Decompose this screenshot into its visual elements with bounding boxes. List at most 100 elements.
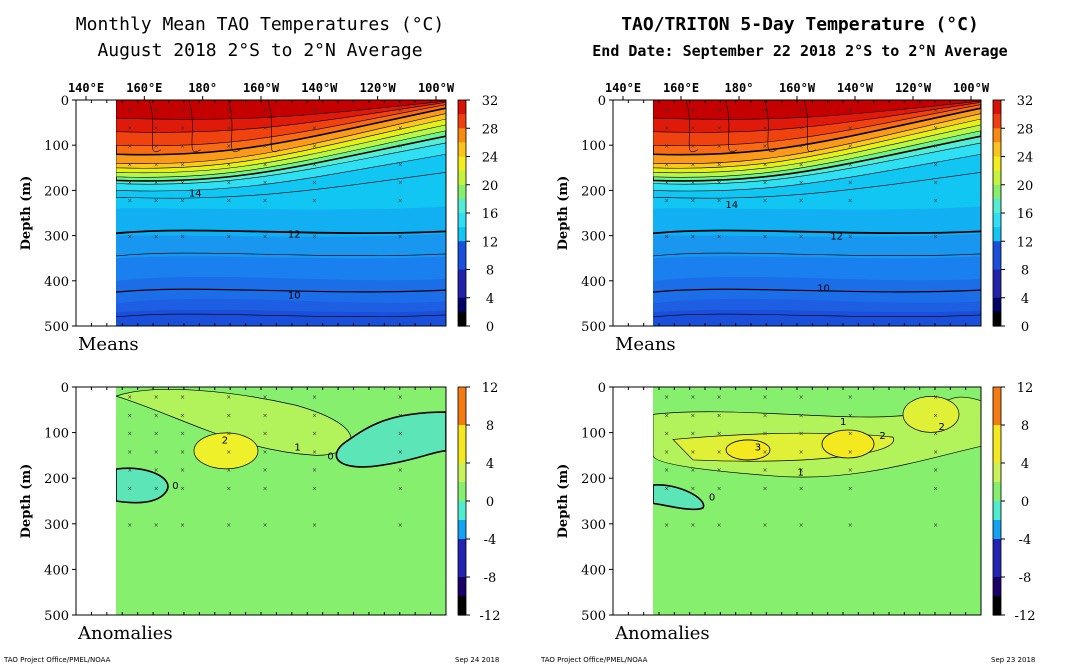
left-means-colorbar-cell (458, 142, 466, 148)
right-means-colorbar-cell (993, 156, 1001, 162)
svg-text:×: × (717, 449, 722, 456)
svg-text:×: × (763, 234, 768, 241)
svg-text:×: × (690, 143, 695, 150)
right-means-colorbar-cell (993, 118, 1001, 125)
left-means-ytick-label: 400 (44, 275, 69, 290)
left-anom-colorbar-cell (458, 600, 466, 607)
right-means-contour (803, 100, 817, 152)
left-means-colorbar-label: 12 (482, 235, 499, 250)
left-anom-colorbar-cell (458, 406, 466, 412)
right-means-colorbar-cell (993, 269, 1001, 275)
left-anom-colorbar-cell (458, 482, 466, 488)
right-anom-colorbar-cell (993, 591, 1001, 597)
left-anom-colorbar-cell (458, 467, 466, 474)
svg-text:×: × (690, 179, 695, 186)
right-anom-colorbar-cell (993, 501, 1001, 507)
svg-text:×: × (848, 125, 853, 132)
left-anom-colorbar-cell (458, 501, 466, 507)
svg-text:×: × (180, 143, 185, 150)
left-means-colorbar-label: 0 (486, 320, 494, 335)
left-means-colorbar-cell (458, 222, 466, 228)
svg-text:×: × (398, 179, 403, 186)
svg-text:×: × (763, 522, 768, 529)
right-anom-colorbar-cell (993, 600, 1001, 607)
left-means-colorbar-cell (458, 118, 466, 125)
svg-text:×: × (690, 412, 695, 419)
right-anom-anomaly-region (821, 429, 875, 459)
right-anom-anomaly-region (653, 484, 705, 511)
left-anom-colorbar-label: 4 (486, 457, 494, 472)
svg-text:×: × (690, 125, 695, 132)
left-means-layer (116, 309, 446, 326)
left-means-colorbar-label: 8 (486, 264, 494, 279)
right-means-colorbar-cell (993, 227, 1001, 233)
svg-text:×: × (763, 431, 768, 438)
right-anom-colorbar-cell (993, 425, 1001, 431)
right-means-xtick-label: 160°E (663, 81, 699, 95)
right-anom-colorbar-label: -12 (1015, 609, 1036, 624)
left-anom-contour-label: 2 (222, 435, 228, 446)
svg-text:×: × (799, 467, 804, 474)
right-anom-ytick-label: 300 (581, 518, 606, 533)
svg-text:×: × (664, 179, 669, 186)
right-means-colorbar-label: 12 (1017, 235, 1034, 250)
svg-text:×: × (154, 412, 159, 419)
svg-text:×: × (398, 467, 403, 474)
left-means-colorbar-cell (458, 264, 466, 271)
svg-text:×: × (154, 125, 159, 132)
svg-text:×: × (933, 161, 938, 168)
right-anom-ytick-label: 0 (598, 381, 606, 396)
svg-text:×: × (312, 179, 317, 186)
right-means-colorbar-label: 4 (1021, 292, 1029, 307)
svg-text:×: × (154, 107, 159, 114)
svg-text:×: × (226, 431, 231, 438)
svg-text:×: × (664, 143, 669, 150)
left-anom-colorbar-cell (458, 425, 466, 431)
left-anom-colorbar-cell (458, 577, 466, 583)
right-anom-ytick-label: 400 (581, 563, 606, 578)
left-anom-ytick-label: 100 (44, 427, 69, 442)
left-anom-colorbar-label: -12 (480, 609, 501, 624)
right-means-colorbar-cell (993, 222, 1001, 228)
svg-text:×: × (933, 394, 938, 401)
svg-text:×: × (127, 394, 132, 401)
svg-text:×: × (180, 449, 185, 456)
left-anom-ytick-label: 500 (44, 609, 69, 624)
left-anom-colorbar-cell (458, 553, 466, 559)
svg-text:×: × (263, 197, 268, 204)
svg-text:×: × (312, 485, 317, 492)
svg-text:×: × (180, 412, 185, 419)
svg-text:×: × (127, 485, 132, 492)
right-means-contour-label: 12 (830, 232, 843, 243)
left-title-line2: August 2018 2°S to 2°N Average (97, 40, 423, 61)
left-means-xtick-label: 160°E (126, 81, 162, 95)
right-means-contour-label: 14 (725, 200, 738, 211)
svg-text:×: × (848, 431, 853, 438)
left-means-colorbar-cell (458, 217, 466, 224)
svg-text:×: × (717, 161, 722, 168)
svg-text:×: × (933, 522, 938, 529)
svg-text:×: × (848, 143, 853, 150)
right-anom-colorbar-cell (993, 515, 1001, 521)
left-means-ytick-label: 0 (61, 94, 69, 109)
svg-text:×: × (127, 125, 132, 132)
svg-text:×: × (226, 485, 231, 492)
svg-text:×: × (398, 394, 403, 401)
svg-text:×: × (690, 522, 695, 529)
right-means-field: × × × × × × × × × × × × × × × × × × × × × × × × × × × × × × × × × × × × × × × ×… (653, 100, 981, 326)
svg-text:×: × (933, 412, 938, 419)
left-means-colorbar-cell (458, 156, 466, 162)
right-anom-colorbar-cell (993, 472, 1001, 478)
right-means-ylabel: Depth (m) (556, 176, 571, 251)
left-anom-colorbar-cell (458, 510, 466, 516)
svg-text:×: × (664, 467, 669, 474)
svg-text:×: × (154, 467, 159, 474)
svg-text:×: × (690, 107, 695, 114)
svg-text:×: × (312, 125, 317, 132)
right-means-xtick-label: 140°E (605, 81, 641, 95)
svg-text:×: × (226, 522, 231, 529)
svg-text:×: × (763, 197, 768, 204)
left-means-contour-label: 10 (288, 290, 301, 301)
svg-text:×: × (398, 125, 403, 132)
left-means-xtick-label: 160°W (243, 81, 280, 95)
